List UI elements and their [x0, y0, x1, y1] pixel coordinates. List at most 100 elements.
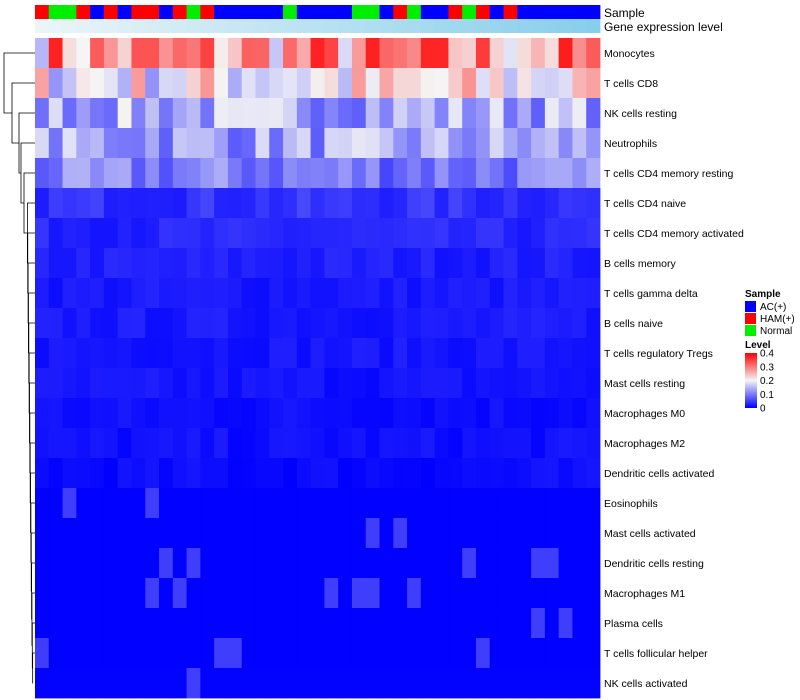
heatmap-cell	[131, 638, 146, 669]
sample-annotation-cell	[48, 5, 63, 19]
heatmap-cell	[255, 338, 270, 369]
heatmap-cell	[131, 368, 146, 399]
heatmap-cell	[283, 458, 298, 489]
heatmap-cell	[103, 428, 119, 459]
heatmap-cell	[420, 398, 436, 429]
heatmap-cell	[544, 248, 560, 279]
heatmap-cell	[475, 308, 491, 339]
gene-expression-cell	[200, 19, 215, 33]
heatmap-cell	[434, 338, 449, 369]
heatmap-cell	[145, 548, 160, 579]
heatmap-cell	[172, 608, 187, 639]
heatmap-cell	[269, 68, 284, 99]
heatmap-cell	[186, 488, 201, 519]
heatmap-cell	[503, 278, 518, 309]
heatmap-cell	[365, 578, 380, 609]
heatmap-cell	[90, 338, 105, 369]
heatmap-cell	[365, 128, 380, 159]
heatmap-cell	[503, 458, 518, 489]
heatmap-cell	[338, 188, 353, 219]
heatmap-cell	[324, 98, 339, 129]
heatmap-cell	[117, 398, 132, 429]
heatmap-cell	[200, 278, 215, 309]
heatmap-cell	[365, 188, 380, 219]
heatmap-cell	[558, 638, 573, 669]
heatmap-cell	[572, 128, 587, 159]
heatmap-cell	[572, 158, 587, 189]
heatmap-cell	[462, 668, 477, 699]
heatmap-cell	[558, 608, 573, 639]
heatmap-cell	[103, 248, 119, 279]
heatmap-cell	[76, 278, 91, 309]
heatmap-cell	[296, 308, 312, 339]
heatmap-cell	[62, 398, 77, 429]
heatmap-cell	[544, 638, 560, 669]
heatmap-cell	[145, 608, 160, 639]
heatmap-cell	[117, 428, 132, 459]
heatmap-cell	[200, 428, 215, 459]
gene-expression-cell	[159, 19, 174, 33]
heatmap-cell	[503, 158, 518, 189]
heatmap-cell	[586, 68, 601, 99]
heatmap-cell	[283, 548, 298, 579]
heatmap-cell	[214, 578, 229, 609]
heatmap-cell	[159, 488, 174, 519]
heatmap-cell	[76, 218, 91, 249]
heatmap-cell	[338, 158, 353, 189]
heatmap-cell	[586, 278, 601, 309]
heatmap-cell	[475, 128, 491, 159]
heatmap-cell	[145, 128, 160, 159]
sample-annotation-cell	[214, 5, 229, 19]
heatmap-cell	[296, 548, 312, 579]
heatmap-cell	[117, 518, 132, 549]
heatmap-cell	[407, 458, 422, 489]
heatmap-cell	[393, 98, 408, 129]
heatmap-cell	[76, 158, 91, 189]
heatmap-cell	[531, 608, 546, 639]
heatmap-cell	[475, 608, 491, 639]
level-legend-tick: 0.4	[760, 349, 774, 360]
sample-annotation-bar	[35, 5, 601, 19]
heatmap-cell	[489, 338, 504, 369]
heatmap-cell	[117, 128, 132, 159]
heatmap-cell	[420, 578, 436, 609]
heatmap-cell	[48, 398, 63, 429]
heatmap-cell	[586, 128, 601, 159]
heatmap-cell	[172, 458, 187, 489]
heatmap-cell	[448, 38, 463, 69]
sample-annotation-cell	[35, 5, 50, 19]
heatmap-cell	[255, 68, 270, 99]
heatmap-cell	[296, 488, 312, 519]
level-colorbar	[745, 353, 757, 408]
heatmap-cell	[379, 218, 394, 249]
heatmap-cell	[48, 578, 63, 609]
heatmap-cell	[117, 248, 132, 279]
sample-annotation-cell	[269, 5, 284, 19]
heatmap-cell	[572, 578, 587, 609]
heatmap-cell	[531, 38, 546, 69]
heatmap-cell	[296, 368, 312, 399]
heatmap-cell	[145, 68, 160, 99]
heatmap-cell	[241, 98, 256, 129]
heatmap-cell	[296, 128, 312, 159]
heatmap-cell	[48, 668, 63, 699]
heatmap-cell	[544, 398, 560, 429]
heatmap-cell	[35, 668, 50, 699]
heatmap-cell	[475, 638, 491, 669]
heatmap-cell	[365, 638, 380, 669]
heatmap-cell	[296, 398, 312, 429]
heatmap-cell	[214, 398, 229, 429]
sample-annotation-cell	[572, 5, 587, 19]
gene-expression-cell	[269, 19, 284, 33]
heatmap-cell	[90, 38, 105, 69]
heatmap-cell	[117, 578, 132, 609]
heatmap-cell	[407, 578, 422, 609]
heatmap-cell	[283, 668, 298, 699]
heatmap-cell	[503, 38, 518, 69]
heatmap-cell	[255, 128, 270, 159]
heatmap-cell	[159, 578, 174, 609]
heatmap-cell	[103, 578, 119, 609]
heatmap-cell	[379, 578, 394, 609]
heatmap-cell	[241, 128, 256, 159]
heatmap-cell	[310, 128, 325, 159]
